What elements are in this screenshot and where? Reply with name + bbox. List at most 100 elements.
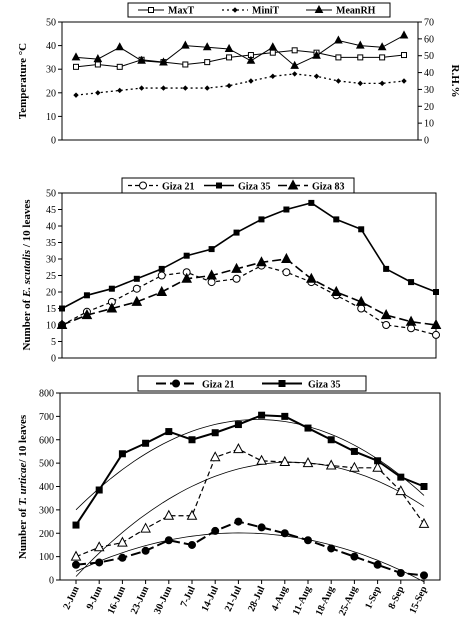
chart3-x-tick-label: 23-Jun	[129, 584, 152, 616]
chart2-legend-label-giza-35: Giza 35	[238, 182, 271, 193]
chart2-point-giza-83	[81, 309, 93, 320]
chart3-y-axis-label: Number of T. urticae/ 10 leaves	[17, 414, 29, 559]
chart2-legend-marker-giza-21	[139, 181, 147, 190]
chart2-y-tick-label: 50	[46, 189, 56, 200]
chart2-point-giza-21	[132, 284, 141, 293]
chart1-point-minit	[335, 78, 342, 84]
chart2-point-giza-21	[407, 324, 416, 333]
chart3-point-giza-21	[164, 536, 173, 545]
chart1-point-maxt	[291, 47, 298, 54]
chart3-point-giza-21	[396, 568, 405, 577]
chart3-trendlines	[75, 419, 425, 583]
chart1-point-minit	[73, 92, 79, 98]
chart3-y-axis: 0 100 200 300 400 500 600 700 800	[39, 389, 60, 587]
chart3-trendline-0	[75, 532, 425, 583]
chart1-point-minit	[357, 80, 363, 87]
chart3-point-giza-21	[234, 517, 243, 526]
chart3-point-series	[209, 451, 221, 462]
chart2-point-giza-35	[233, 229, 240, 236]
chart3-point-series	[70, 550, 82, 561]
chart3-legend-label-giza-35: Giza 35	[308, 380, 341, 391]
temperature-rh-chart: 0 10 20 30 40 50 0 10 20 30 40 50 60 70 Temperature …	[17, 2, 461, 147]
chart3-y-tick-label: 500	[39, 459, 54, 470]
chart1-y-tick-label: 40	[46, 41, 56, 52]
chart3-point-giza-21	[304, 536, 312, 545]
chart2-y-tick-label: 15	[46, 304, 56, 315]
chart2-line-giza-35	[61, 202, 437, 310]
chart2-point-giza-35	[258, 216, 265, 223]
chart2-y-tick-label: 40	[46, 222, 56, 233]
chart3-x-tick-label: 9-Jun	[85, 584, 105, 611]
chart2-point-giza-83	[206, 269, 217, 280]
chart2-point-giza-21	[232, 274, 241, 283]
chart2-y-tick-label: 20	[46, 288, 56, 299]
chart1-y-axis-label: Temperature °C	[17, 43, 29, 119]
chart1-point-meanrh	[290, 60, 300, 69]
chart1-point-meanrh	[93, 54, 103, 63]
chart2-y-tick-label: 45	[46, 205, 56, 216]
chart2-y-tick-label: 0	[51, 354, 56, 365]
chart2-y-axis: 0 5 10 15 20 25 30 35 40 45 50	[46, 189, 62, 365]
chart1-y2-axis: 0 10 20 30 40 50 60 70	[418, 18, 434, 147]
chart2-point-giza-83	[281, 252, 292, 263]
chart3-point-giza-21	[280, 529, 289, 538]
chart3-point-series	[140, 522, 151, 533]
chart2-y-tick-label: 5	[51, 337, 56, 348]
chart1-y2-tick-label: 10	[424, 119, 434, 130]
chart1-point-meanrh	[224, 43, 234, 52]
scutalis-chart: 0 5 10 15 20 25 30 35 40 45 50 Number of E. scutal…	[21, 177, 442, 365]
chart2-legend-label-giza-21: Giza 21	[162, 182, 195, 193]
chart1-y-tick-label: 50	[46, 18, 56, 29]
chart3-point-giza-35	[397, 473, 405, 481]
chart1-y2-tick-label: 0	[424, 136, 429, 147]
chart3-point-series	[418, 517, 430, 528]
chart1-point-maxt	[401, 52, 407, 59]
chart1-plot-area	[61, 21, 419, 141]
chart2-point-giza-35	[333, 216, 340, 223]
chart2-y-tick-label: 10	[46, 321, 56, 332]
chart2-point-giza-35	[133, 275, 140, 282]
chart3-point-series	[117, 536, 128, 547]
chart2-point-giza-21	[207, 278, 216, 287]
chart2-point-giza-35	[283, 206, 290, 213]
chart3-point-series	[186, 509, 198, 520]
chart1-line-meanrh	[75, 35, 405, 67]
chart1-point-maxt	[357, 54, 364, 61]
chart3-point-giza-35	[95, 486, 103, 494]
chart1-legend-marker-maxt	[148, 7, 154, 13]
chart1-y-tick-label: 0	[51, 136, 56, 147]
chart3-point-giza-21	[327, 544, 336, 553]
chart3-point-series	[372, 461, 383, 472]
chart1-y-axis: 0 10 20 30 40 50	[46, 18, 62, 147]
chart2-plot-area	[61, 192, 437, 359]
chart3-line-series	[75, 448, 425, 558]
chart1-point-meanrh	[159, 57, 168, 66]
chart1-legend-marker-meanrh	[314, 4, 324, 13]
chart3-point-giza-35	[281, 412, 289, 420]
chart1-series	[71, 30, 409, 98]
chart1-legend-label-maxt: MaxT	[168, 6, 194, 17]
chart3-y-tick-label: 700	[39, 412, 54, 423]
chart1-point-minit	[160, 85, 167, 91]
chart3-point-giza-21	[141, 546, 150, 555]
chart3-x-tick-label: 21-Jul	[223, 584, 244, 613]
chart3-plot-area	[59, 392, 441, 581]
chart2-y-tick-label: 30	[46, 255, 56, 266]
chart2-y-tick-label: 35	[46, 238, 56, 249]
chart1-point-meanrh	[180, 40, 190, 49]
chart1-y2-tick-label: 40	[424, 68, 434, 79]
chart1-point-minit	[248, 78, 254, 84]
chart2-point-giza-83	[380, 309, 392, 320]
chart3-point-giza-35	[211, 429, 219, 437]
chart3-x-tick-label: 15-Sep	[408, 584, 430, 615]
chart1-point-minit	[182, 85, 189, 91]
chart1-line-maxt	[75, 49, 405, 68]
chart2-y-axis-label: Number of E. scutalis / 10 leaves	[21, 199, 33, 351]
chart1-point-meanrh	[137, 55, 146, 64]
chart1-point-maxt	[226, 54, 233, 61]
chart2-point-giza-83	[355, 295, 367, 306]
chart1-point-minit	[138, 85, 145, 91]
chart1-y2-tick-label: 60	[424, 34, 434, 45]
chart1-point-meanrh	[115, 42, 125, 51]
